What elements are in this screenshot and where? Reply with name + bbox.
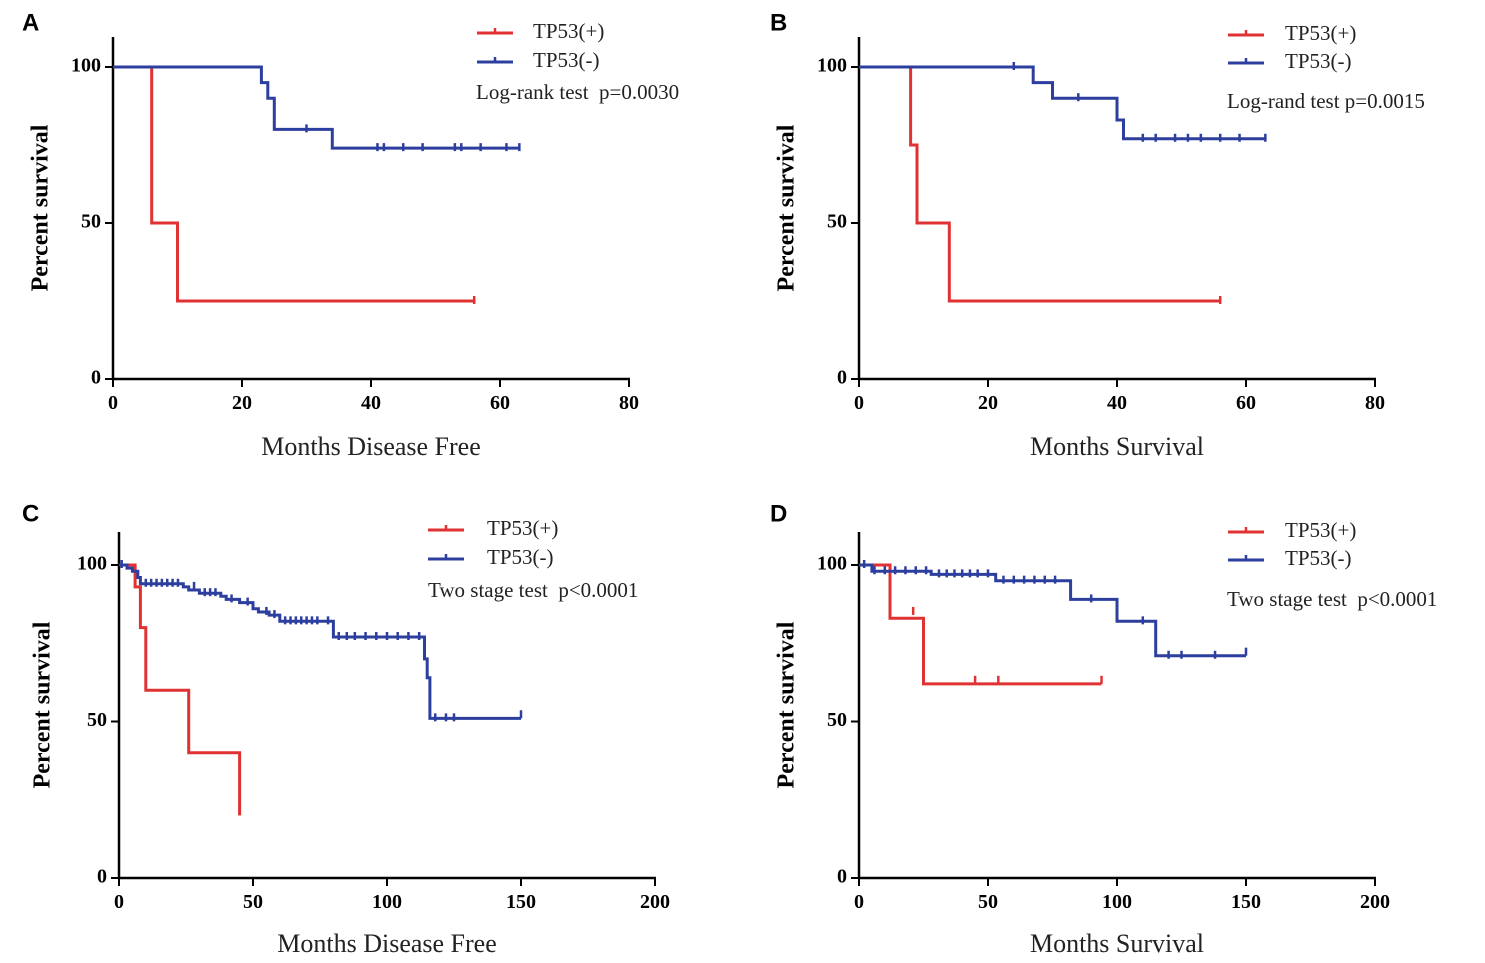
y-tick-label: 100 <box>817 553 847 575</box>
panel-letter: C <box>22 500 39 527</box>
y-tick-label: 0 <box>837 866 847 888</box>
x-tick-label: 40 <box>361 392 381 414</box>
y-tick-label: 0 <box>97 866 107 888</box>
y-tick-label: 100 <box>817 55 847 77</box>
x-tick-label: 20 <box>232 392 252 414</box>
y-axis-title: Percent survival <box>28 124 54 291</box>
x-tick-label: 0 <box>854 392 864 414</box>
y-tick-label: 50 <box>81 211 101 233</box>
x-tick-label: 20 <box>978 392 998 414</box>
panel-a: A 0 20 40 60 80 0 50 100 Months Disease Free Perce… <box>22 9 679 461</box>
legend-label: TP53(+) <box>1285 518 1356 542</box>
x-tick-label: 50 <box>978 891 998 913</box>
panel-letter: A <box>22 9 39 36</box>
y-tick-label: 50 <box>827 709 847 731</box>
stat-annotation: Log-rank test p=0.0030 <box>476 80 679 104</box>
x-tick-label: 100 <box>1102 891 1132 913</box>
series-tp53-positive <box>119 563 242 816</box>
x-tick-label: 60 <box>490 392 510 414</box>
y-tick-label: 50 <box>87 709 107 731</box>
legend-entry: TP53(-) <box>1228 546 1352 570</box>
y-tick-label: 100 <box>71 55 101 77</box>
panel-d: D 0 50 100 150 200 0 50 100 Months Survival Percen… <box>770 500 1437 958</box>
x-axis-title: Months Survival <box>1030 929 1204 958</box>
x-tick-label: 40 <box>1107 392 1127 414</box>
series-tp53-positive <box>859 65 1222 304</box>
stat-annotation: Log-rand test p=0.0015 <box>1227 89 1425 113</box>
survival-curve <box>859 65 1221 303</box>
panel-letter: B <box>770 9 787 36</box>
legend-entry: TP53(-) <box>428 545 554 569</box>
panel-b: B 0 20 40 60 80 0 50 100 Months Survival Percent s… <box>770 9 1425 461</box>
series-tp53-positive <box>113 65 476 304</box>
stat-annotation: Two stage test p<0.0001 <box>1227 587 1437 611</box>
legend-entry: TP53(+) <box>428 516 558 540</box>
y-axis-title: Percent survival <box>774 124 800 291</box>
survival-curve <box>859 563 1102 686</box>
survival-curve <box>859 65 1266 141</box>
x-axis-title: Months Disease Free <box>261 432 481 461</box>
survival-curve <box>113 65 520 150</box>
x-tick-label: 0 <box>854 891 864 913</box>
survival-curve <box>113 65 475 303</box>
x-tick-label: 150 <box>506 891 536 913</box>
legend-label: TP53(-) <box>1285 49 1352 73</box>
x-tick-label: 150 <box>1231 891 1261 913</box>
y-axis-title: Percent survival <box>30 621 56 788</box>
legend-entry: TP53(+) <box>1228 21 1356 45</box>
x-tick-label: 100 <box>372 891 402 913</box>
legend-label: TP53(+) <box>487 516 558 540</box>
x-tick-label: 0 <box>114 891 124 913</box>
panel-c: C 0 50 100 150 200 0 50 100 Months Disease Free Pe… <box>22 500 670 958</box>
x-tick-label: 0 <box>108 392 118 414</box>
legend-label: TP53(+) <box>533 19 604 43</box>
legend-label: TP53(-) <box>533 48 600 72</box>
x-axis-title: Months Survival <box>1030 432 1204 461</box>
x-tick-label: 60 <box>1236 392 1256 414</box>
x-tick-label: 200 <box>1360 891 1390 913</box>
x-tick-label: 80 <box>1365 392 1385 414</box>
x-tick-label: 50 <box>243 891 263 913</box>
survival-curve <box>859 563 1246 658</box>
x-tick-label: 80 <box>619 392 639 414</box>
panel-letter: D <box>770 500 787 527</box>
legend-label: TP53(-) <box>487 545 554 569</box>
y-tick-label: 50 <box>827 211 847 233</box>
x-axis-title: Months Disease Free <box>277 929 497 958</box>
y-axis-title: Percent survival <box>774 621 800 788</box>
legend-entry: TP53(+) <box>1228 518 1356 542</box>
y-tick-label: 100 <box>77 553 107 575</box>
legend-entry: TP53(+) <box>477 19 604 43</box>
survival-curve <box>119 563 242 816</box>
legend-entry: TP53(-) <box>477 48 600 72</box>
stat-annotation: Two stage test p<0.0001 <box>428 578 638 602</box>
legend-label: TP53(-) <box>1285 546 1352 570</box>
y-tick-label: 0 <box>91 367 101 389</box>
x-tick-label: 200 <box>640 891 670 913</box>
series-tp53-negative <box>113 65 521 152</box>
series-tp53-negative <box>859 62 1267 142</box>
series-tp53-negative <box>119 560 523 722</box>
series-tp53-negative <box>859 560 1248 659</box>
legend-entry: TP53(-) <box>1228 49 1352 73</box>
y-tick-label: 0 <box>837 367 847 389</box>
series-tp53-positive <box>859 563 1103 686</box>
legend-label: TP53(+) <box>1285 21 1356 45</box>
